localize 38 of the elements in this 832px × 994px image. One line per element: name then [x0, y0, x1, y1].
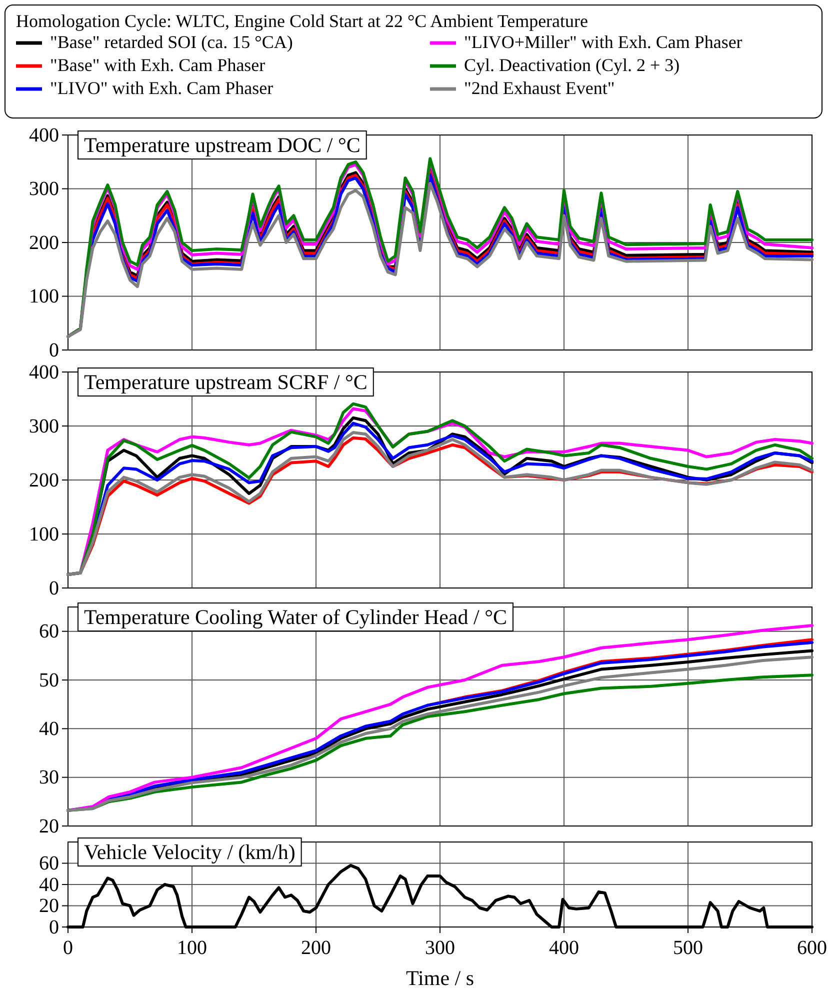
legend-title: Homologation Cycle: WLTC, Engine Cold Start at 22 °C Ambient Temperature: [16, 11, 588, 31]
y-tick-label: 50: [39, 669, 59, 692]
y-tick-label: 200: [29, 469, 59, 492]
x-tick-label: 300: [425, 937, 455, 959]
x-axis-title: Time / s: [406, 966, 474, 990]
y-tick-label: 400: [29, 124, 59, 146]
y-tick-label: 400: [29, 361, 59, 384]
x-tick-label: 100: [177, 937, 207, 959]
y-tick-label: 0: [49, 916, 59, 938]
y-tick-label: 200: [29, 232, 59, 254]
x-tick-label: 600: [797, 937, 827, 959]
x-tick-label: 0: [63, 937, 73, 959]
y-tick-label: 60: [39, 620, 59, 643]
y-tick-label: 100: [29, 286, 59, 308]
legend-label: "Base" retarded SOI (ca. 15 °CA): [50, 32, 293, 52]
y-tick-label: 300: [29, 415, 59, 438]
chart-title: Temperature Cooling Water of Cylinder Head / °C: [84, 605, 507, 629]
y-tick-label: 300: [29, 178, 59, 200]
x-tick-label: 500: [673, 937, 703, 959]
y-tick-label: 60: [39, 852, 59, 875]
legend-label: "LIVO" with Exh. Cam Phaser: [50, 78, 274, 98]
chart-title: Temperature upstream DOC / °C: [84, 133, 360, 157]
y-tick-label: 20: [39, 895, 59, 918]
x-tick-label: 400: [549, 937, 579, 959]
legend-label: "LIVO+Miller" with Exh. Cam Phaser: [464, 32, 742, 52]
y-tick-label: 40: [39, 874, 59, 896]
y-tick-label: 40: [39, 718, 59, 740]
y-tick-label: 20: [39, 815, 59, 838]
y-tick-label: 30: [39, 766, 59, 789]
legend-label: Cyl. Deactivation (Cyl. 2 + 3): [464, 55, 680, 75]
y-tick-label: 0: [49, 577, 59, 600]
y-tick-label: 100: [29, 523, 59, 546]
chart-title: Temperature upstream SCRF / °C: [84, 370, 368, 394]
legend-label: "2nd Exhaust Event": [464, 78, 615, 98]
x-tick-label: 200: [301, 937, 331, 959]
chart-title: Vehicle Velocity / (km/h): [84, 840, 296, 864]
legend-label: "Base" with Exh. Cam Phaser: [50, 55, 266, 75]
y-tick-label: 0: [49, 339, 59, 362]
